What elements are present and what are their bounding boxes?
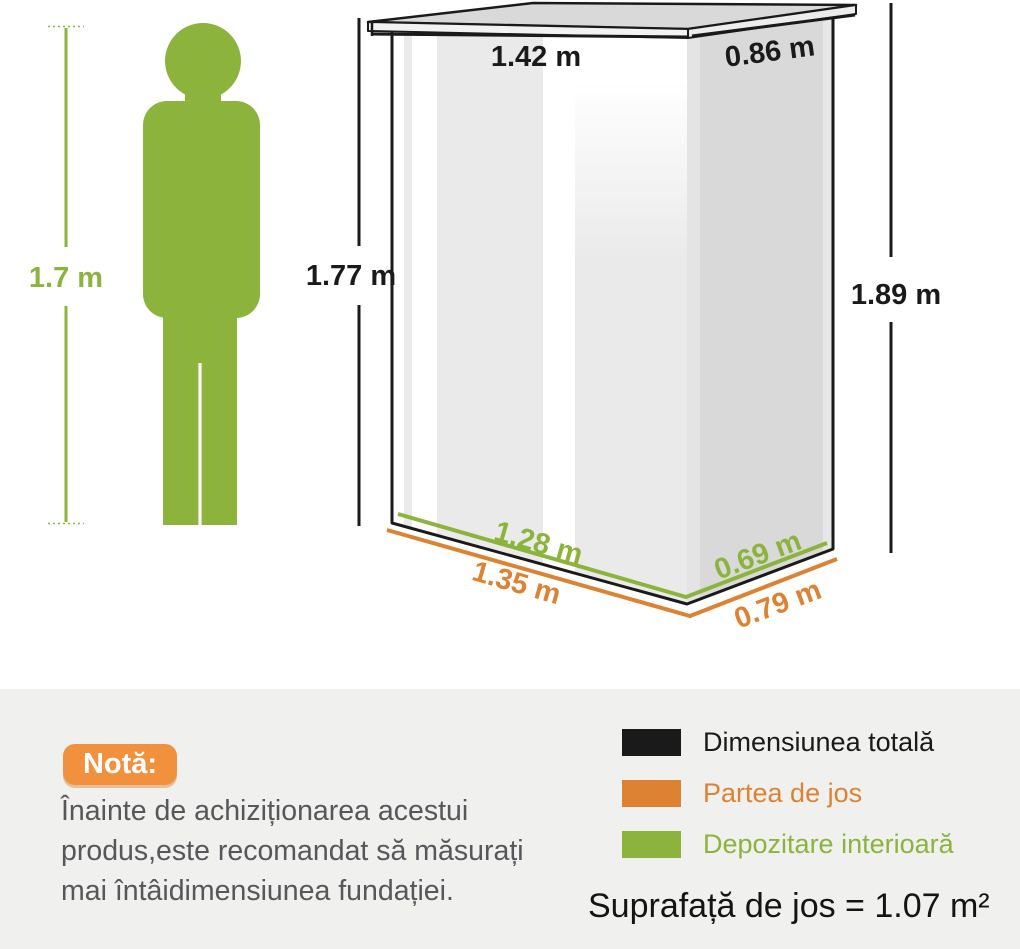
figure-leg-gap xyxy=(198,363,202,525)
shed-front-face xyxy=(392,31,687,604)
note-line-1: Înainte de achiziționarea acestui xyxy=(61,795,469,827)
interior-dimension-line xyxy=(397,512,828,600)
legend-row-total: Dimensiunea totală xyxy=(622,727,954,757)
front-panel-stripe-2 xyxy=(437,31,543,604)
note-line-3: mai întâidimensiunea fundației. xyxy=(61,875,454,907)
side-edge-strip-right xyxy=(823,13,833,604)
side-edge-strip-left xyxy=(687,13,700,604)
back-height-label: 1.89 m xyxy=(851,279,941,311)
front-panel-stripe-1 xyxy=(404,31,412,604)
note-text: Înainte de achiziționarea acestui produs… xyxy=(61,791,581,911)
legend-label-interior: Depozitare interioară xyxy=(703,829,954,859)
human-figure xyxy=(143,23,260,525)
roof-depth-line xyxy=(691,13,856,38)
legend-swatch-base xyxy=(622,780,681,807)
legend: Dimensiunea totală Partea de jos Depozit… xyxy=(622,727,954,859)
note-badge: Notă: xyxy=(63,744,177,785)
base-dimension-line xyxy=(386,528,838,619)
roof-width-line xyxy=(371,32,688,39)
legend-swatch-total xyxy=(622,729,681,756)
roof-width-label: 1.42 m xyxy=(491,41,581,73)
front-height-label: 1.77 m xyxy=(306,260,396,292)
shed-body-outline xyxy=(390,13,835,606)
info-panel: Notă: Înainte de achiziționarea acestui … xyxy=(0,689,1020,949)
figure-torso xyxy=(143,101,260,318)
shed-side-face xyxy=(687,13,833,604)
floor-area-text: Suprafață de jos = 1.07 m² xyxy=(588,887,990,925)
person-height-label: 1.7 m xyxy=(29,262,103,294)
person-height-dimension xyxy=(48,25,84,525)
dimension-diagram: 1.7 m 1.42 m 0.86 m 1.77 m xyxy=(29,1,941,635)
legend-label-base: Partea de jos xyxy=(703,778,863,808)
total-dimension-lines xyxy=(357,3,893,553)
legend-row-base: Partea de jos xyxy=(622,778,954,808)
legend-swatch-interior xyxy=(622,831,681,858)
legend-row-interior: Depozitare interioară xyxy=(622,829,954,859)
legend-label-total: Dimensiunea totală xyxy=(703,727,935,757)
figure-head xyxy=(165,23,241,99)
note-line-2: produs,este recomandat să măsurați xyxy=(61,835,524,867)
front-panel-stripe-3 xyxy=(575,31,687,604)
